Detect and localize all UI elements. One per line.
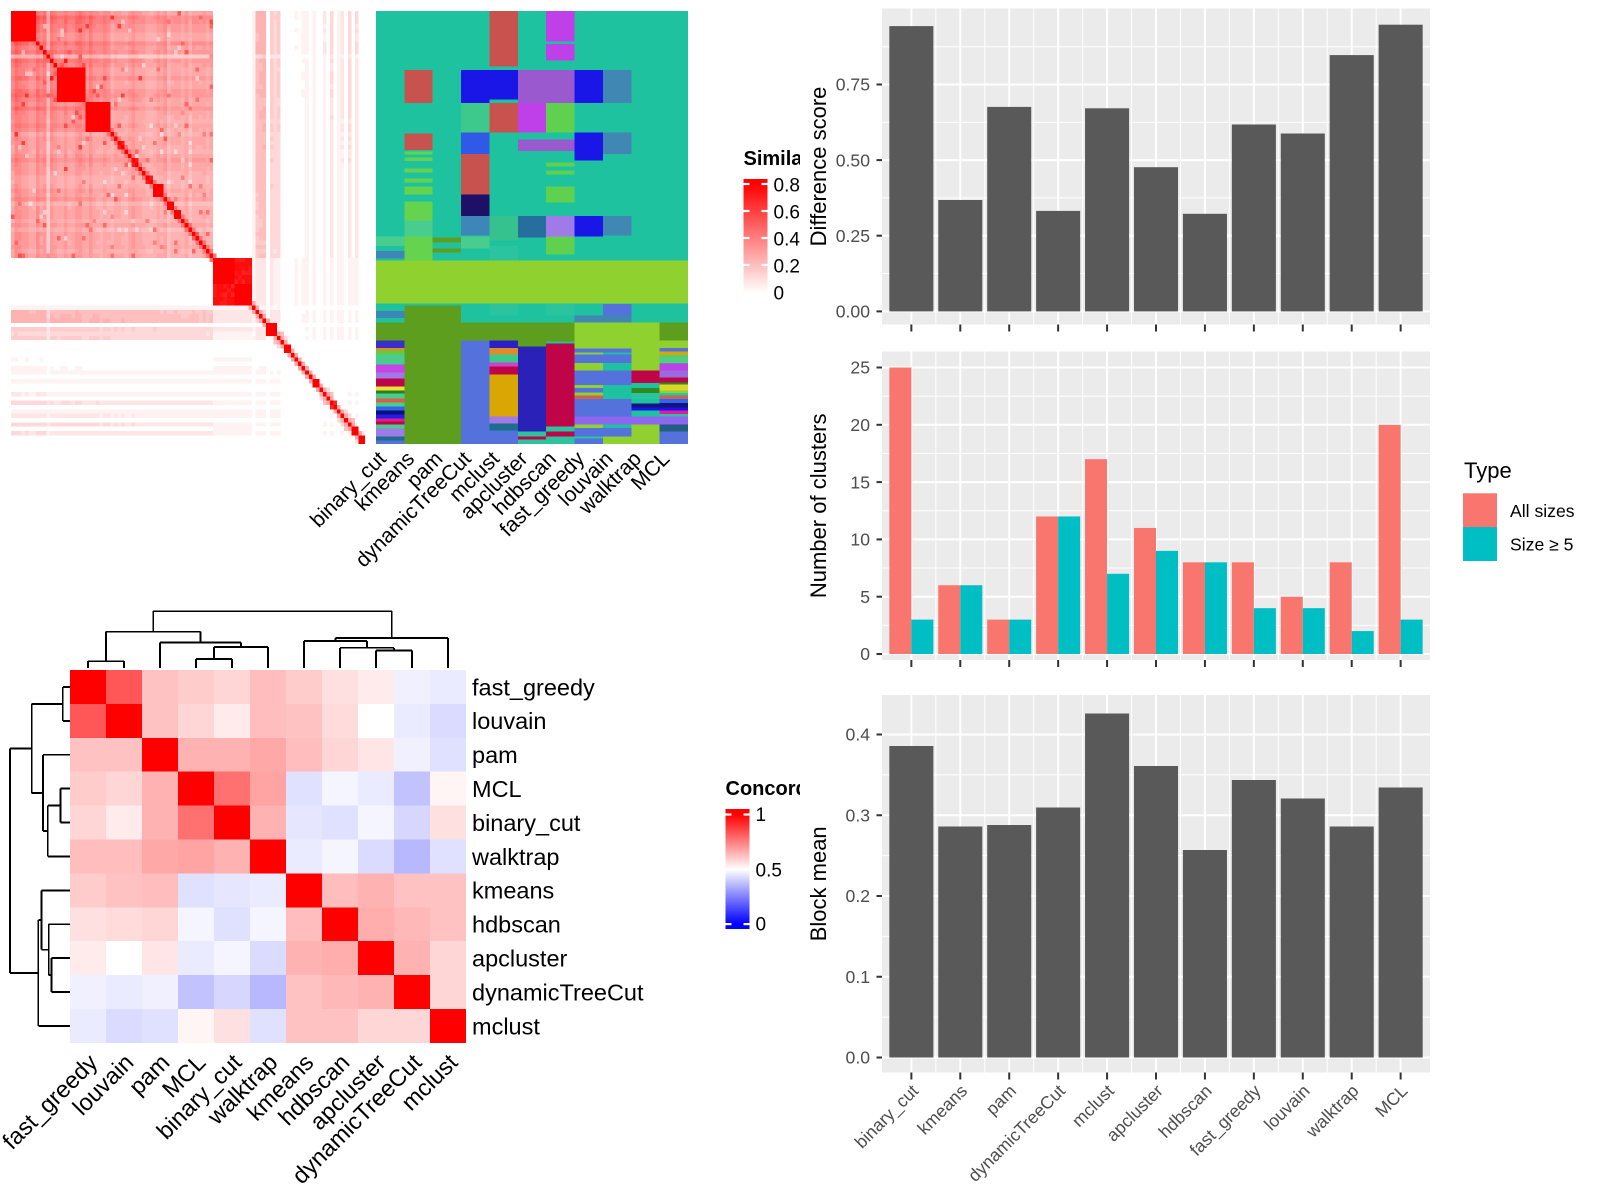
svg-text:Similarity: Similarity xyxy=(744,148,801,170)
svg-text:0.4: 0.4 xyxy=(774,229,801,250)
svg-text:0.2: 0.2 xyxy=(846,886,870,906)
svg-text:1: 1 xyxy=(756,805,767,826)
svg-text:Type: Type xyxy=(1464,458,1512,483)
svg-text:kmeans: kmeans xyxy=(472,878,554,904)
svg-text:0.1: 0.1 xyxy=(846,967,870,987)
svg-text:louvain: louvain xyxy=(472,708,546,734)
svg-text:All sizes: All sizes xyxy=(1510,501,1575,521)
svg-text:15: 15 xyxy=(850,472,870,492)
svg-text:0.0: 0.0 xyxy=(846,1048,871,1068)
svg-text:20: 20 xyxy=(850,415,870,435)
svg-text:0.5: 0.5 xyxy=(756,861,782,882)
svg-text:walktrap: walktrap xyxy=(471,844,560,870)
svg-text:Number of clusters: Number of clusters xyxy=(806,413,831,598)
svg-text:25: 25 xyxy=(850,358,870,378)
svg-text:0.4: 0.4 xyxy=(846,725,871,745)
svg-text:0.8: 0.8 xyxy=(774,175,800,196)
svg-text:10: 10 xyxy=(850,530,870,550)
svg-text:0.50: 0.50 xyxy=(836,150,870,170)
svg-text:fast_greedy: fast_greedy xyxy=(472,674,595,700)
svg-text:0.00: 0.00 xyxy=(836,302,870,322)
svg-text:pam: pam xyxy=(472,742,518,768)
svg-text:0: 0 xyxy=(860,644,870,664)
svg-text:hdbscan: hdbscan xyxy=(472,912,561,938)
svg-text:Block mean: Block mean xyxy=(806,826,831,941)
svg-text:0: 0 xyxy=(756,915,767,936)
svg-text:0.75: 0.75 xyxy=(836,75,870,95)
svg-text:0.3: 0.3 xyxy=(846,806,871,826)
svg-text:5: 5 xyxy=(860,587,870,607)
svg-text:dynamicTreeCut: dynamicTreeCut xyxy=(472,979,644,1005)
svg-text:0.6: 0.6 xyxy=(774,202,800,223)
svg-text:0.2: 0.2 xyxy=(774,256,800,277)
svg-text:mclust: mclust xyxy=(472,1013,540,1039)
svg-text:binary_cut: binary_cut xyxy=(472,810,581,836)
svg-text:Size ≥ 5: Size ≥ 5 xyxy=(1510,535,1574,555)
svg-text:Difference score: Difference score xyxy=(806,87,831,247)
svg-text:0: 0 xyxy=(774,283,785,304)
svg-text:MCL: MCL xyxy=(472,776,522,802)
svg-text:0.25: 0.25 xyxy=(836,226,870,246)
svg-text:apcluster: apcluster xyxy=(472,945,568,971)
svg-text:Concordance: Concordance xyxy=(726,778,801,800)
